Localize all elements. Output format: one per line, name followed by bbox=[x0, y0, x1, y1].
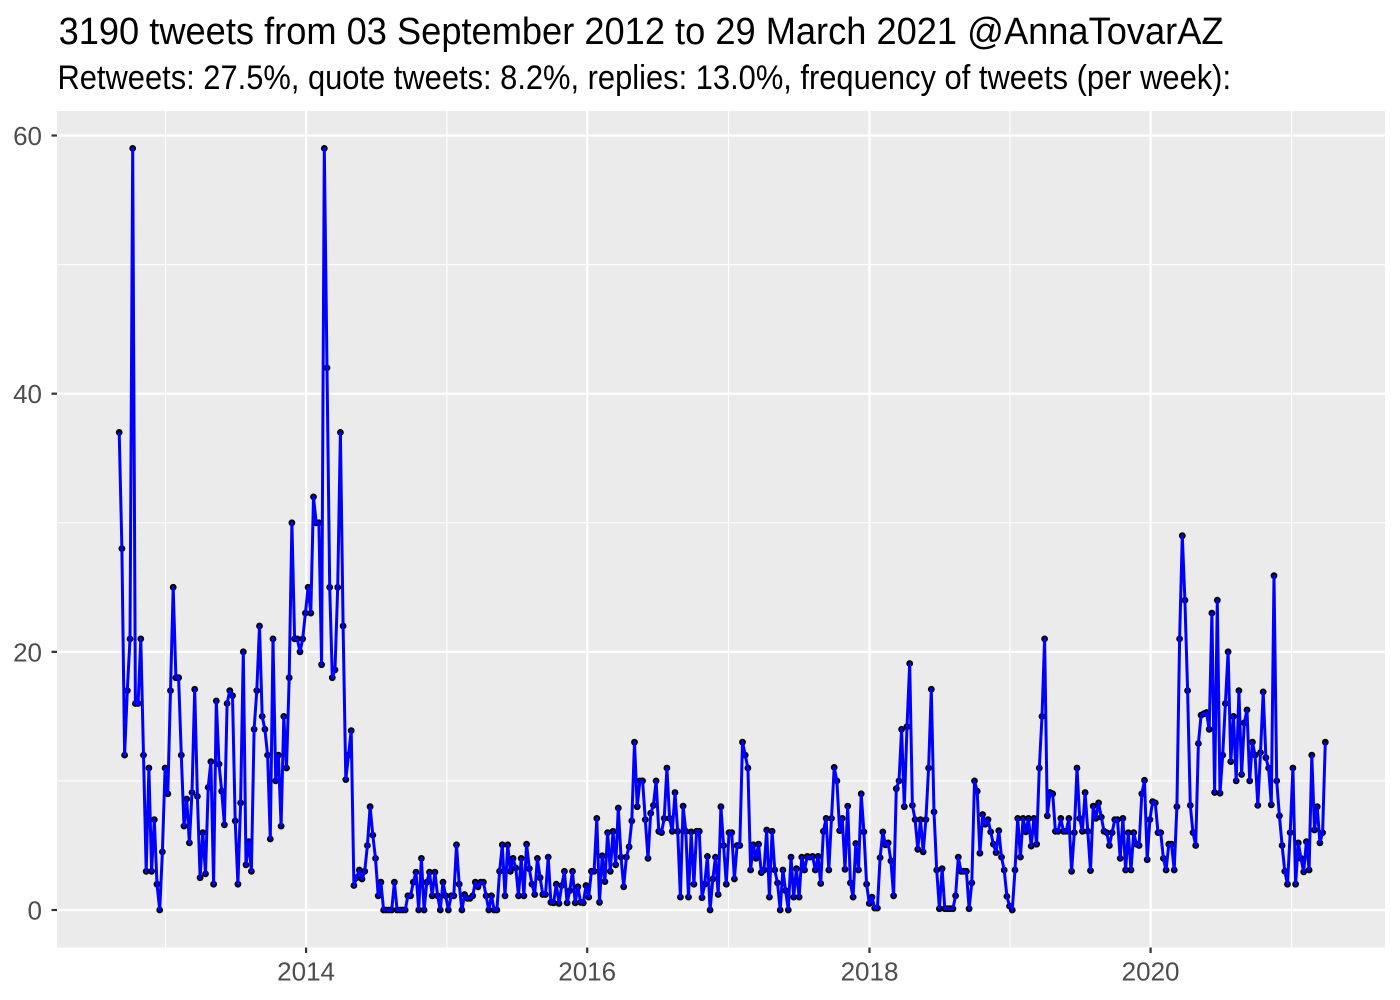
svg-text:0: 0 bbox=[28, 896, 42, 926]
svg-text:Retweets: 27.5%, quote tweets:: Retweets: 27.5%, quote tweets: 8.2%, rep… bbox=[57, 59, 1231, 97]
svg-text:60: 60 bbox=[13, 121, 42, 151]
svg-text:3190 tweets from 03 September: 3190 tweets from 03 September 2012 to 29… bbox=[59, 9, 1224, 52]
svg-text:2014: 2014 bbox=[277, 957, 335, 987]
svg-text:2016: 2016 bbox=[558, 957, 616, 987]
svg-text:20: 20 bbox=[13, 637, 42, 667]
svg-text:2020: 2020 bbox=[1122, 957, 1180, 987]
svg-text:40: 40 bbox=[13, 379, 42, 409]
svg-text:2018: 2018 bbox=[841, 957, 899, 987]
